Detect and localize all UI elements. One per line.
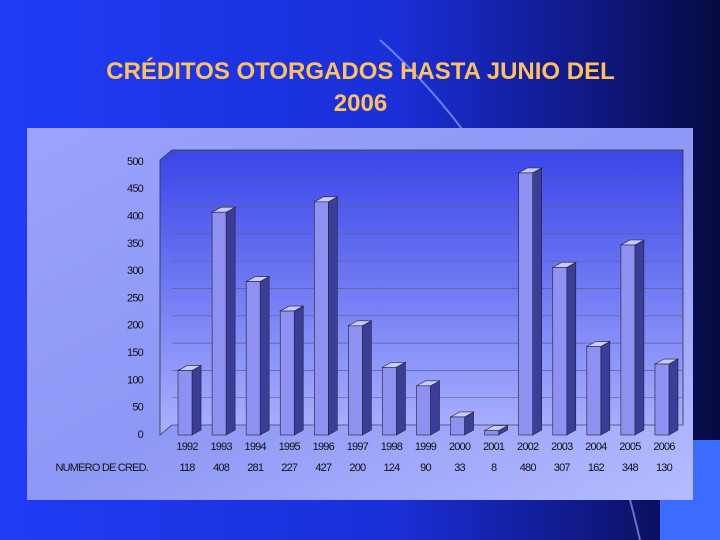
x-tick-label: 1995: [279, 441, 301, 453]
table-value: 118: [179, 462, 195, 474]
bar: [552, 267, 568, 436]
bar: [245, 281, 261, 436]
table-value: 130: [656, 462, 673, 474]
x-tick-label: 1996: [313, 441, 335, 453]
x-tick-label: 2001: [483, 441, 505, 453]
table-value: 427: [315, 462, 332, 474]
y-tick-label: 450: [127, 183, 144, 195]
x-tick-label: 1993: [210, 441, 232, 453]
bar: [416, 385, 431, 436]
x-tick-label: 1994: [245, 441, 267, 453]
x-tick-label: 1998: [381, 441, 403, 453]
x-tick-label: 2002: [517, 441, 539, 453]
bar-side: [668, 358, 679, 436]
table-value: 200: [349, 462, 366, 474]
x-tick-label: 2003: [551, 441, 573, 453]
table-value: 162: [588, 462, 605, 474]
bar-side: [327, 196, 338, 436]
x-tick-label: 2006: [653, 441, 675, 453]
y-tick-label: 400: [127, 211, 144, 223]
x-tick-label: 1997: [347, 441, 369, 453]
bar: [450, 416, 465, 436]
table-value: 348: [622, 462, 639, 474]
bar-side: [396, 361, 406, 436]
bar: [313, 201, 329, 436]
table-value: 227: [281, 462, 298, 474]
bar: [654, 363, 670, 436]
bar: [211, 211, 227, 436]
bar-side: [191, 365, 202, 436]
bar: [586, 346, 602, 436]
x-tick-label: 1999: [415, 441, 437, 453]
bar: [279, 310, 295, 436]
bar-side: [634, 239, 645, 436]
bar-side: [225, 206, 236, 436]
bar: [348, 325, 363, 436]
bar: [518, 172, 534, 436]
bar-side: [430, 380, 440, 436]
x-tick-label: 2000: [449, 441, 471, 453]
bar-side: [362, 320, 372, 436]
bar-side: [259, 276, 270, 436]
y-tick-label: 300: [127, 265, 144, 277]
x-tick-label: 1992: [176, 441, 198, 453]
y-tick-label: 500: [127, 156, 144, 168]
table-value: 281: [247, 462, 264, 474]
y-tick-label: 200: [127, 320, 144, 332]
bar: [620, 244, 636, 436]
bar: [382, 366, 397, 436]
table-value: 90: [420, 462, 431, 474]
y-tick-label: 350: [127, 238, 144, 250]
table-value: 124: [383, 462, 400, 474]
bar-side: [600, 341, 611, 436]
x-tick-label: 2005: [619, 441, 641, 453]
bar-side: [293, 305, 304, 436]
x-tick-label: 2004: [585, 441, 607, 453]
bar-side: [532, 167, 543, 436]
y-tick-label: 50: [132, 402, 143, 414]
bar: [177, 370, 193, 436]
y-tick-label: 250: [127, 292, 144, 304]
y-tick-label: 150: [127, 347, 144, 359]
table-value: 33: [454, 462, 465, 474]
y-tick-label: 100: [127, 374, 144, 386]
bar: [484, 430, 499, 436]
table-row-label: NUMERO DE CRED.: [55, 462, 148, 474]
table-value: 8: [491, 462, 497, 474]
table-value: 408: [213, 462, 230, 474]
table-value: 480: [520, 462, 537, 474]
table-value: 307: [554, 462, 571, 474]
chart-title: CRÉDITOS OTORGADOS HASTA JUNIO DEL 2006: [106, 58, 615, 117]
bar-side: [566, 261, 577, 436]
y-tick-label: 0: [138, 429, 144, 441]
